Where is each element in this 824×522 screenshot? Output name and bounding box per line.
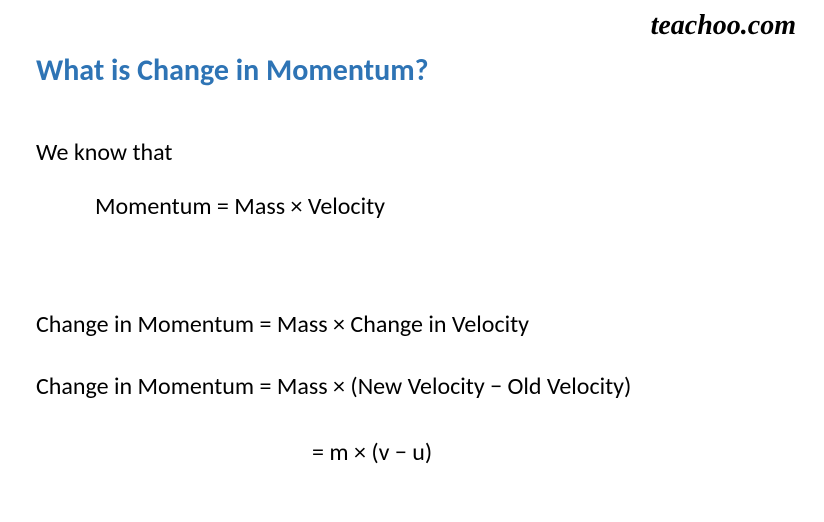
page-heading: What is Change in Momentum? [36,52,429,89]
change-momentum-formula-3: = m × (v − u) [312,438,432,467]
change-momentum-formula-1: Change in Momentum = Mass × Change in Ve… [36,310,529,339]
momentum-formula: Momentum = Mass × Velocity [95,192,385,221]
watermark-text: teachoo.com [651,10,796,42]
change-momentum-formula-2: Change in Momentum = Mass × (New Velocit… [36,372,631,401]
intro-text: We know that [36,138,172,167]
